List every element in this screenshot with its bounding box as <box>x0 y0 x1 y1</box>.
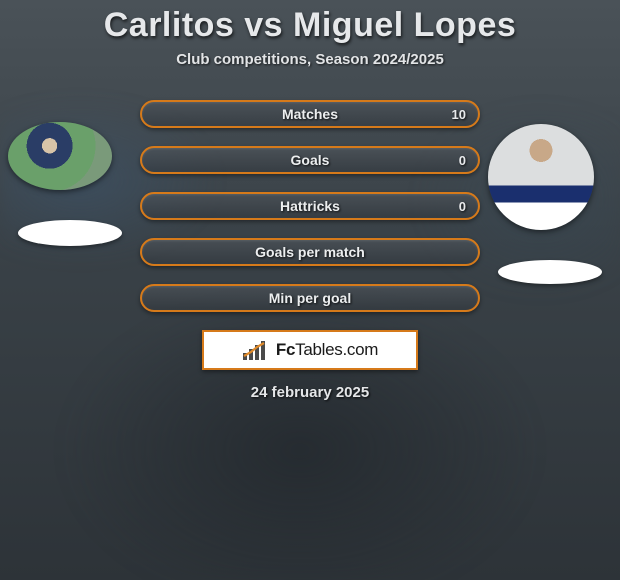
stat-label: Min per goal <box>269 290 351 306</box>
player-right-shadow <box>498 260 602 284</box>
bar-chart-icon <box>242 339 270 361</box>
stat-bar-matches: Matches 10 <box>140 100 480 128</box>
stat-value: 10 <box>452 107 466 122</box>
player-left-shadow <box>18 220 122 246</box>
stat-bar-goals-per-match: Goals per match <box>140 238 480 266</box>
stat-bar-min-per-goal: Min per goal <box>140 284 480 312</box>
fctables-logo[interactable]: FcTables.com <box>202 330 418 370</box>
date-text: 24 february 2025 <box>0 384 620 401</box>
logo-text: FcTables.com <box>276 340 378 360</box>
page-title: Carlitos vs Miguel Lopes <box>0 6 620 45</box>
stats-bars: Matches 10 Goals 0 Hattricks 0 Goals per… <box>140 100 480 312</box>
player-right-photo <box>488 124 594 230</box>
subtitle: Club competitions, Season 2024/2025 <box>0 51 620 68</box>
stat-value: 0 <box>459 199 466 214</box>
stat-bar-hattricks: Hattricks 0 <box>140 192 480 220</box>
player-left-photo <box>8 122 112 190</box>
stat-bar-goals: Goals 0 <box>140 146 480 174</box>
stat-label: Hattricks <box>280 198 340 214</box>
stat-label: Goals <box>291 152 330 168</box>
stat-label: Matches <box>282 106 338 122</box>
stat-value: 0 <box>459 153 466 168</box>
stat-label: Goals per match <box>255 244 365 260</box>
